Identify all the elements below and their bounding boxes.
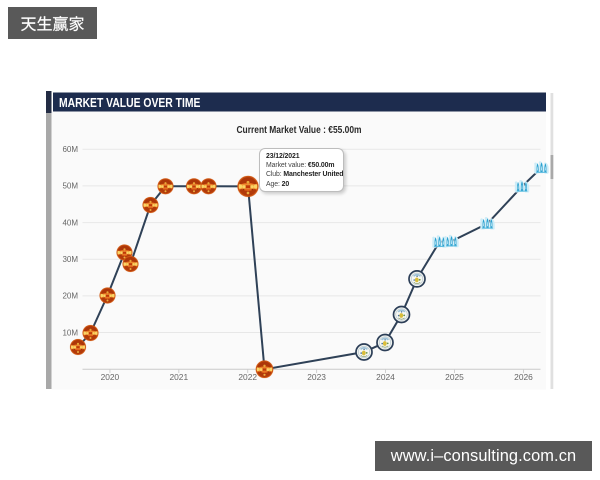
- svg-text:Current Market Value : €55.00m: Current Market Value : €55.00m: [236, 124, 361, 135]
- svg-text:2024: 2024: [376, 372, 395, 382]
- svg-text:2025: 2025: [445, 372, 464, 382]
- svg-text:2022: 2022: [238, 372, 257, 382]
- svg-text:60M: 60M: [62, 145, 78, 154]
- svg-text:50M: 50M: [62, 182, 78, 191]
- svg-text:2026: 2026: [514, 372, 533, 382]
- svg-text:20M: 20M: [62, 292, 78, 301]
- svg-text:MARKET VALUE OVER TIME: MARKET VALUE OVER TIME: [59, 97, 201, 110]
- svg-text:2023: 2023: [307, 372, 326, 382]
- svg-text:2021: 2021: [169, 372, 188, 382]
- svg-text:40M: 40M: [62, 218, 78, 227]
- svg-text:2020: 2020: [101, 372, 120, 382]
- svg-text:30M: 30M: [62, 255, 78, 264]
- svg-text:10M: 10M: [62, 328, 78, 337]
